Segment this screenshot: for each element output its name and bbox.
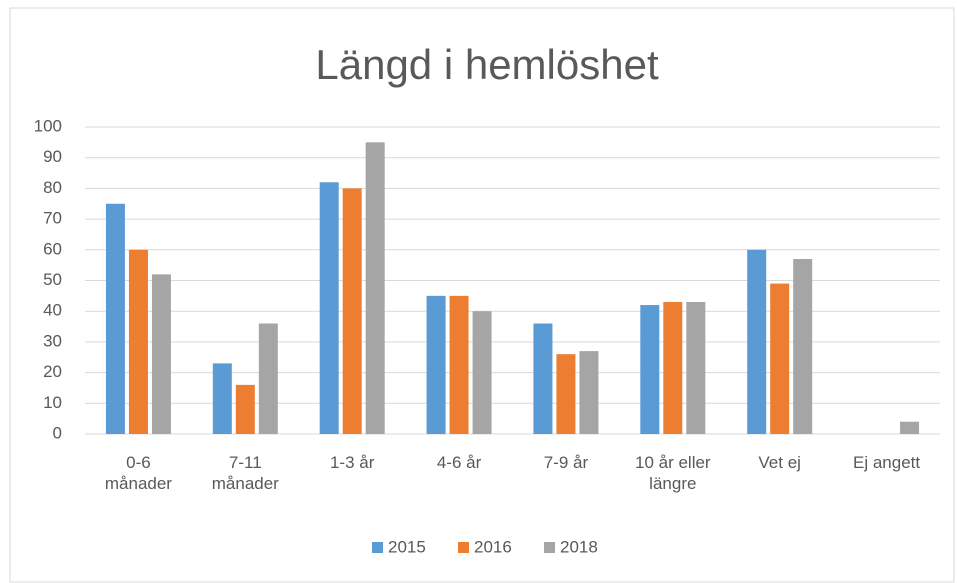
- bar: [426, 295, 446, 434]
- chart-frame: [9, 7, 955, 583]
- y-tick-label: 70: [43, 209, 62, 228]
- bar: [128, 249, 148, 434]
- y-tick-label: 30: [43, 331, 62, 350]
- bar: [365, 142, 385, 434]
- bar: [342, 188, 362, 434]
- y-tick-label: 20: [43, 362, 62, 381]
- bar: [747, 249, 767, 434]
- x-tick-label: Vet ej: [758, 453, 801, 472]
- bar: [212, 363, 232, 434]
- bar: [640, 305, 660, 434]
- y-tick-label: 80: [43, 178, 62, 197]
- bar: [556, 354, 576, 434]
- x-tick-label: 7-9 år: [543, 453, 589, 472]
- bar: [235, 384, 255, 434]
- bar: [686, 301, 706, 434]
- x-tick-label: 1-3 år: [329, 453, 375, 472]
- bar: [449, 295, 469, 434]
- legend-swatch: [372, 542, 383, 553]
- x-tick-label: 4-6 år: [436, 453, 482, 472]
- y-tick-label: 50: [43, 270, 62, 289]
- x-tick-label: 0-6 månader: [104, 453, 172, 493]
- bar: [579, 351, 599, 434]
- x-tick-label: 7-11 månader: [211, 453, 279, 493]
- bar: [900, 421, 920, 434]
- legend-swatch: [458, 542, 469, 553]
- legend-label: 2018: [560, 537, 598, 556]
- bar: [663, 301, 683, 434]
- x-tick-label: Ej angett: [853, 453, 921, 472]
- x-tick-label: 10 år eller längre: [635, 453, 711, 493]
- y-tick-label: 100: [34, 116, 62, 135]
- bar: [770, 283, 790, 434]
- y-tick-label: 10: [43, 393, 62, 412]
- y-tick-label: 0: [53, 423, 62, 442]
- bar: [319, 182, 339, 434]
- bar: [151, 274, 171, 434]
- legend-label: 2016: [474, 537, 512, 556]
- y-tick-label: 40: [43, 301, 62, 320]
- y-tick-label: 90: [43, 147, 62, 166]
- bar: [533, 323, 553, 434]
- bar: [472, 311, 492, 434]
- chart-title: Längd i hemlöshet: [315, 41, 659, 88]
- y-tick-label: 60: [43, 239, 62, 258]
- bar: [258, 323, 278, 434]
- legend-swatch: [544, 542, 555, 553]
- bar: [793, 259, 813, 434]
- legend-label: 2015: [388, 537, 426, 556]
- bar: [105, 203, 125, 434]
